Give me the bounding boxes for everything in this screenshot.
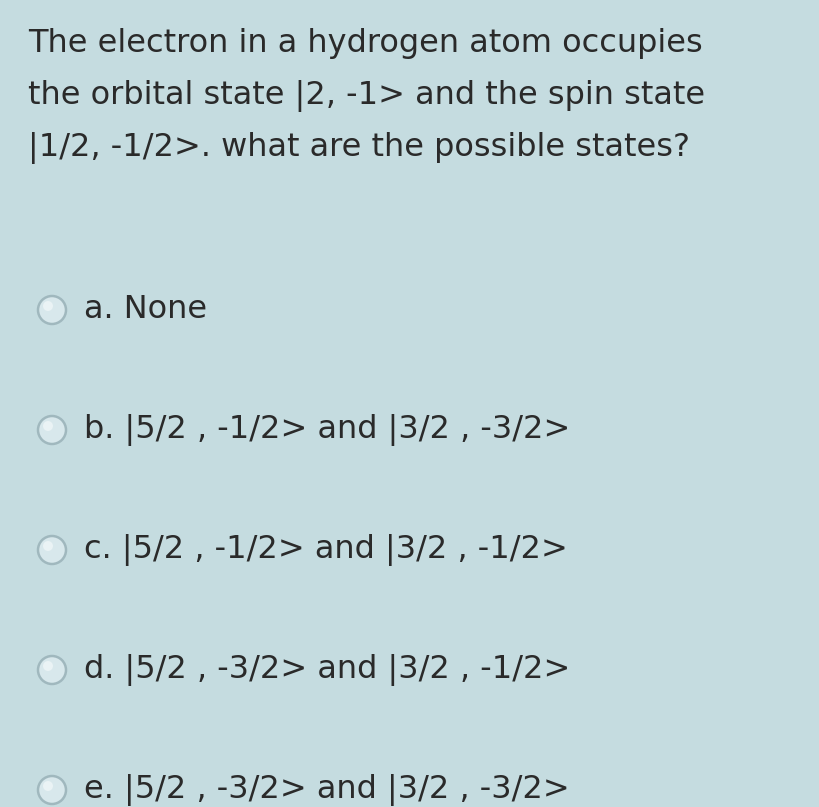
- Circle shape: [43, 541, 53, 551]
- Circle shape: [38, 296, 66, 324]
- Circle shape: [43, 661, 53, 671]
- Circle shape: [43, 781, 53, 791]
- Circle shape: [38, 416, 66, 444]
- Text: the orbital state |2, -1> and the spin state: the orbital state |2, -1> and the spin s…: [28, 80, 704, 112]
- Text: e. |5/2 , -3/2> and |3/2 , -3/2>: e. |5/2 , -3/2> and |3/2 , -3/2>: [84, 774, 569, 806]
- Text: |1/2, -1/2>. what are the possible states?: |1/2, -1/2>. what are the possible state…: [28, 132, 689, 164]
- Circle shape: [43, 301, 53, 311]
- Text: a. None: a. None: [84, 295, 207, 325]
- Circle shape: [38, 656, 66, 684]
- Circle shape: [38, 776, 66, 804]
- Text: b. |5/2 , -1/2> and |3/2 , -3/2>: b. |5/2 , -1/2> and |3/2 , -3/2>: [84, 414, 570, 446]
- Circle shape: [43, 421, 53, 431]
- Text: d. |5/2 , -3/2> and |3/2 , -1/2>: d. |5/2 , -3/2> and |3/2 , -1/2>: [84, 654, 570, 686]
- Text: The electron in a hydrogen atom occupies: The electron in a hydrogen atom occupies: [28, 28, 702, 59]
- Text: c. |5/2 , -1/2> and |3/2 , -1/2>: c. |5/2 , -1/2> and |3/2 , -1/2>: [84, 534, 568, 566]
- Circle shape: [38, 536, 66, 564]
